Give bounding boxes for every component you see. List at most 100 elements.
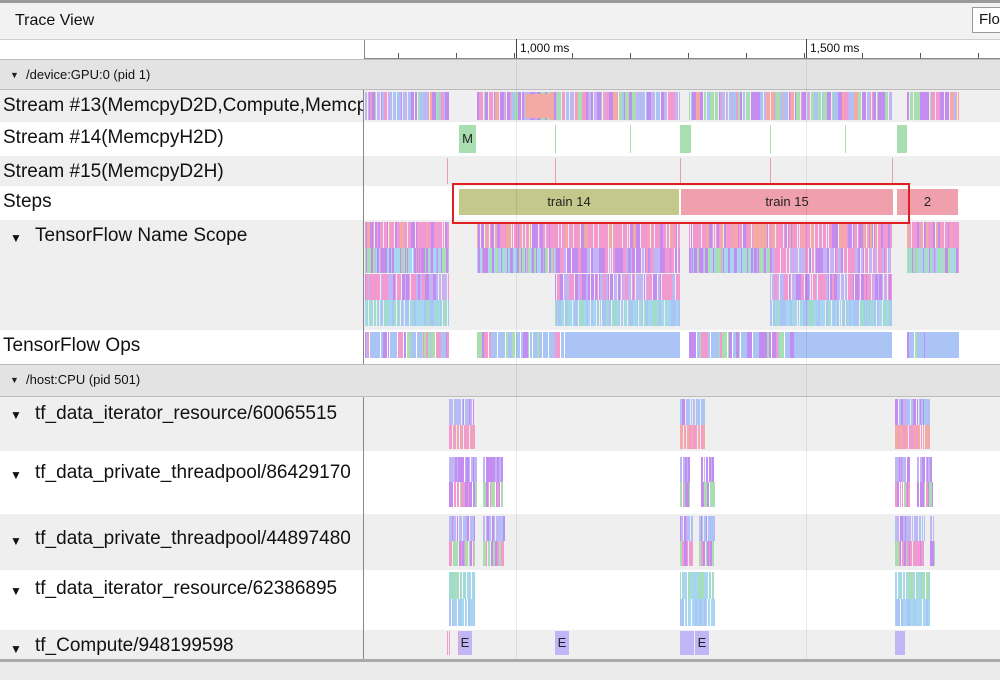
trace-slice[interactable] [430,92,432,120]
trace-slice[interactable] [688,516,689,541]
trace-slice[interactable] [489,516,490,541]
trace-slice[interactable] [789,92,790,120]
trace-slice[interactable] [949,222,951,248]
trace-slice[interactable] [897,457,899,482]
trace-slice[interactable] [875,274,876,300]
trace-slice[interactable] [626,222,627,248]
trace-slice[interactable] [562,92,565,120]
trace-slice[interactable] [641,222,644,248]
trace-slice[interactable] [917,482,919,507]
trace-slice[interactable] [905,399,907,425]
trace-slice[interactable] [436,222,439,248]
trace-slice[interactable] [715,248,716,273]
trace-slice[interactable] [925,248,927,273]
trace-slice[interactable] [823,274,826,300]
trace-slice[interactable] [377,222,378,248]
trace-slice[interactable] [925,599,926,626]
trace-slice[interactable] [943,248,944,273]
trace-slice[interactable] [413,222,415,248]
trace-slice[interactable] [861,248,863,273]
trace-slice[interactable] [445,92,447,120]
trace-slice[interactable] [741,248,742,273]
trace-slice[interactable] [408,248,410,273]
trace-slice[interactable] [371,274,374,300]
trace-slice[interactable] [942,222,944,248]
trace-slice[interactable] [867,222,869,248]
trace-slice[interactable] [377,300,378,326]
trace-slice[interactable] [689,248,690,273]
trace-slice[interactable] [826,300,828,326]
trace-slice[interactable] [628,274,631,300]
trace-slice[interactable] [691,399,692,425]
trace-slice[interactable] [412,300,414,326]
trace-slice[interactable] [800,300,801,326]
trace-slice[interactable] [938,222,940,248]
trace-slice[interactable] [780,300,782,326]
trace-slice[interactable] [718,248,719,273]
trace-slice[interactable] [651,300,652,326]
trace-slice[interactable] [743,222,746,248]
trace-slice[interactable] [564,274,566,300]
trace-slice[interactable] [689,222,690,248]
trace-slice[interactable] [488,457,490,482]
trace-slice[interactable] [950,248,951,273]
trace-slice[interactable] [675,300,676,326]
trace-slice[interactable] [784,274,787,300]
trace-slice[interactable] [710,92,714,120]
trace-slice[interactable] [645,248,646,273]
trace-slice[interactable] [774,274,777,300]
trace-slice[interactable] [691,248,692,273]
trace-slice[interactable] [704,599,706,626]
trace-slice[interactable] [727,248,728,273]
trace-slice[interactable] [500,222,503,248]
trace-slice[interactable] [754,92,758,120]
trace-slice[interactable] [932,482,933,507]
trace-slice[interactable] [719,92,720,120]
trace-slice[interactable] [470,541,472,566]
trace-slice[interactable] [378,222,380,248]
trace-slice[interactable] [540,222,543,248]
trace-slice[interactable] [420,274,422,300]
trace-slice[interactable] [916,599,918,626]
trace-slice[interactable] [638,274,640,300]
trace-slice[interactable] [808,300,810,326]
trace-slice[interactable] [660,222,663,248]
trace-slice[interactable] [489,541,490,566]
trace-slice[interactable] [544,248,545,273]
trace-slice[interactable] [633,222,636,248]
trace-slice[interactable] [581,248,584,273]
trace-slice[interactable] [591,92,593,120]
trace-slice[interactable] [451,541,452,566]
trace-slice[interactable] [923,599,925,626]
trace-slice[interactable] [384,300,386,326]
trace-slice[interactable] [853,274,854,300]
trace-slice[interactable] [928,572,930,599]
trace-slice[interactable] [775,92,776,120]
trace-slice[interactable] [646,92,647,120]
trace-slice[interactable] [671,248,674,273]
trace-slice[interactable] [864,274,866,300]
trace-slice[interactable] [471,457,473,482]
trace-slice[interactable] [377,332,378,358]
trace-slice[interactable] [388,300,390,326]
trace-slice[interactable] [462,399,463,425]
trace-slice[interactable] [367,248,369,273]
trace-slice[interactable] [958,222,959,248]
trace-slice[interactable] [463,457,464,482]
trace-slice[interactable] [656,92,660,120]
trace-slice[interactable] [423,300,424,326]
trace-slice[interactable] [929,248,930,273]
trace-slice[interactable] [597,92,601,120]
trace-slice[interactable] [817,300,818,326]
trace-slice[interactable] [688,482,689,507]
trace-slice[interactable] [625,300,627,326]
trace-slice[interactable] [782,92,783,120]
trace-slice[interactable] [473,599,474,626]
trace-slice[interactable] [692,92,695,120]
trace-slice[interactable] [696,222,698,248]
trace-slice[interactable] [689,541,691,566]
trace-slice[interactable] [927,457,928,482]
trace-slice[interactable] [846,300,847,326]
trace-slice[interactable] [797,274,799,300]
trace-slice[interactable] [602,248,603,273]
